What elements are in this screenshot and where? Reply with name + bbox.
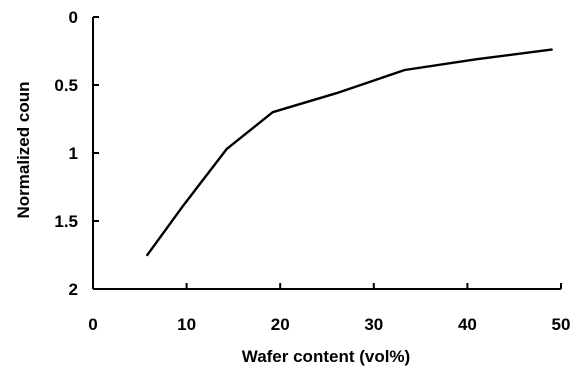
- x-tick-label: 20: [271, 315, 290, 334]
- series-line: [146, 48, 553, 257]
- x-axis-title: Wafer content (vol%): [242, 347, 410, 366]
- x-tick-label: 0: [88, 315, 97, 334]
- y-tick-label: 0.5: [54, 76, 78, 95]
- y-axis-title: Normalized coun: [14, 82, 33, 219]
- y-tick-label: 1.5: [54, 212, 78, 231]
- x-tick-label: 10: [177, 315, 196, 334]
- x-tick-label: 30: [364, 315, 383, 334]
- x-tick-label: 40: [458, 315, 477, 334]
- plot-area: 00.511.520 10 20 30 40 50: [54, 8, 570, 334]
- y-tick-label: 2: [69, 280, 78, 299]
- y-tick-label: 1: [69, 144, 78, 163]
- x-tick-label: 50: [552, 315, 571, 334]
- y-tick-label: 0: [69, 8, 78, 27]
